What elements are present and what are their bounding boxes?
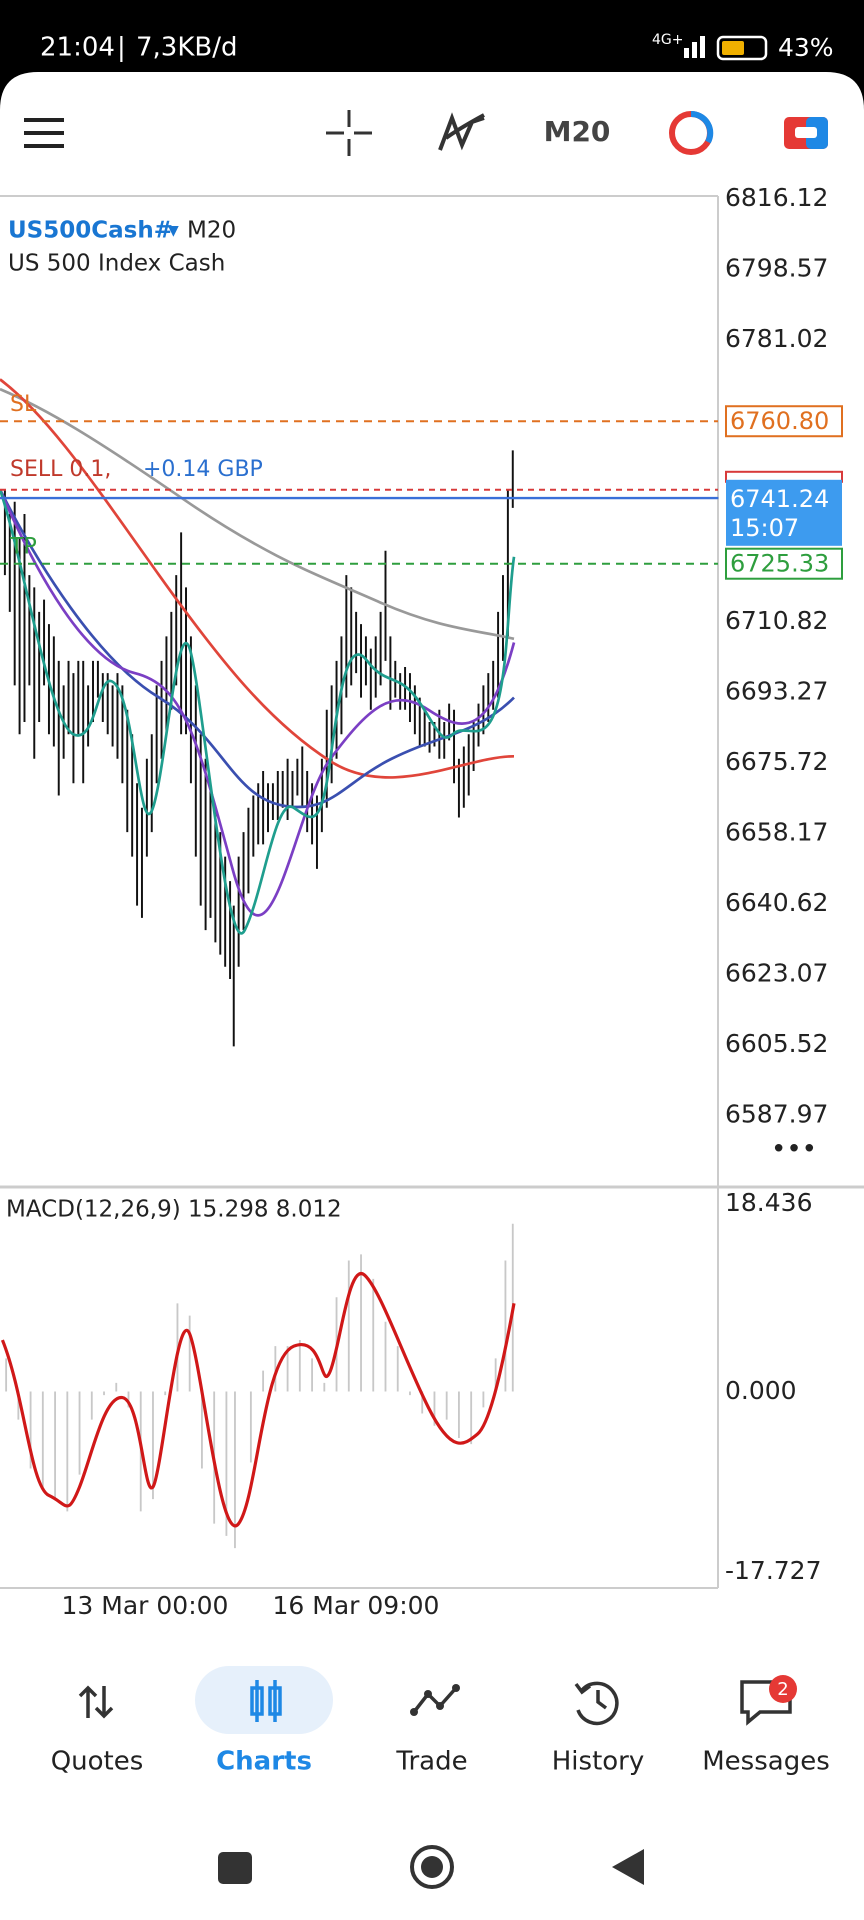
macd-axis: 18.436 0.000 -17.727 <box>725 1188 822 1585</box>
price-tick-label: 6675.72 <box>725 747 828 776</box>
nav-tab[interactable]: Trade <box>395 1747 467 1777</box>
price-tick-label: 6605.52 <box>725 1029 828 1058</box>
network: 4G+ <box>652 32 684 48</box>
app-bg <box>0 72 864 1920</box>
timeframe-button[interactable]: M20 <box>544 115 611 148</box>
symbol-dropdown[interactable]: ▼ <box>168 223 179 239</box>
messages-icon: 2 <box>740 1675 797 1726</box>
order-label[interactable]: SELL 0.1, <box>10 457 111 482</box>
clock: 21:04 <box>40 33 115 63</box>
one-click-button[interactable] <box>669 110 714 155</box>
price-tick-label: 6693.27 <box>725 677 828 706</box>
macd-label: MACD(12,26,9) 15.298 8.012 <box>6 1197 342 1223</box>
time-tick-label: 16 Mar 09:00 <box>273 1591 440 1620</box>
battery-level <box>722 41 744 55</box>
price-tick-label: 6658.17 <box>725 818 828 847</box>
price-tick-label: 6640.62 <box>725 888 828 917</box>
tp-price: 6725.33 <box>730 550 829 578</box>
more-button[interactable]: ••• <box>771 1135 817 1165</box>
indicators-button[interactable] <box>438 112 485 151</box>
chart-timeframe: M20 <box>187 218 236 244</box>
history-icon <box>574 1681 619 1726</box>
symbol[interactable]: US500Cash# <box>8 218 173 244</box>
signal <box>684 36 705 58</box>
trade-button[interactable] <box>784 117 828 149</box>
separator: | <box>117 33 126 63</box>
back-button[interactable] <box>612 1849 644 1885</box>
tp-label: TP <box>9 535 37 560</box>
tp-price-box <box>725 547 843 580</box>
price-tick-label: 6798.57 <box>725 254 828 283</box>
net-speed: 7,3KB/d <box>136 33 238 63</box>
macd-tick-label: -17.727 <box>725 1556 822 1585</box>
time-tick-label: 13 Mar 00:00 <box>62 1591 229 1620</box>
symbol-description: US 500 Index Cash <box>8 251 225 277</box>
crosshair-button[interactable] <box>326 110 372 156</box>
time-axis: 13 Mar 00:00 16 Mar 09:00 <box>62 1591 440 1620</box>
messages-badge: 2 <box>777 1679 788 1700</box>
price-tick-label: 6781.02 <box>725 324 828 353</box>
bar-countdown: 15:07 <box>730 514 799 542</box>
price-tick-label: 6623.07 <box>725 959 828 988</box>
nav-tab[interactable]: Quotes <box>51 1747 144 1777</box>
price-tick-label: 6710.82 <box>725 606 828 635</box>
home-button[interactable] <box>410 1845 454 1889</box>
order-profit: +0.14 GBP <box>143 457 263 482</box>
quotes-icon <box>78 1685 114 1719</box>
price-tick-label: 6587.97 <box>725 1100 828 1129</box>
current-price-box <box>726 479 842 546</box>
nav-tab[interactable]: Charts <box>216 1747 312 1777</box>
nav-labels: Quotes Charts Trade History Messages <box>51 1747 830 1777</box>
macd-tick-label: 0.000 <box>725 1376 797 1405</box>
battery-text: 43% <box>778 33 834 62</box>
price-plot <box>0 378 719 1047</box>
macd-tick-label: 18.436 <box>725 1188 812 1217</box>
charts-icon <box>250 1680 282 1722</box>
price-tick-label: 6816.12 <box>725 183 828 212</box>
menu-button[interactable] <box>24 118 64 148</box>
macd-plot <box>0 1223 516 1549</box>
current-price: 6741.24 <box>730 485 829 513</box>
nav-tab[interactable]: Messages <box>702 1747 830 1777</box>
battery <box>716 35 768 61</box>
trade-icon <box>410 1684 460 1716</box>
nav-tab[interactable]: History <box>552 1747 645 1777</box>
sl-label: SL <box>10 392 37 417</box>
recents-button[interactable] <box>218 1852 252 1884</box>
active-tab-bg <box>195 1666 333 1734</box>
sl-price: 6760.80 <box>730 407 829 435</box>
price-axis: 6816.12 6798.57 6781.02 6710.82 6693.27 6675.… <box>725 183 843 1129</box>
sl-price-box <box>725 405 843 438</box>
